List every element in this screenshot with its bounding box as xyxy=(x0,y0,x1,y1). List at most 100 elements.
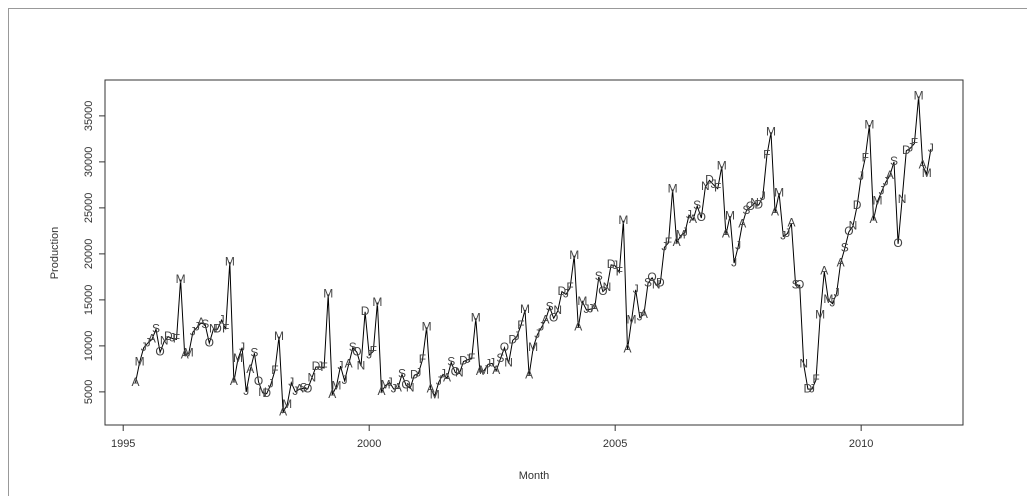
point-label: A xyxy=(837,255,845,269)
point-label: D xyxy=(410,367,419,381)
point-label: D xyxy=(508,333,517,347)
point-label: J xyxy=(387,375,393,389)
point-label: M xyxy=(815,308,825,322)
y-tick-label: 30000 xyxy=(83,147,95,178)
point-label: M xyxy=(569,248,579,262)
point-label: A xyxy=(230,374,238,388)
point-label: M xyxy=(577,294,587,308)
point-label: J xyxy=(415,366,421,380)
point-label: D xyxy=(902,143,911,157)
point-label: D xyxy=(705,172,714,186)
point-label: J xyxy=(317,359,323,373)
point-label: A xyxy=(673,235,681,249)
point-label: M xyxy=(135,355,145,369)
point-label: A xyxy=(295,381,303,395)
point-label: M xyxy=(627,312,637,326)
point-label: A xyxy=(427,381,435,395)
point-label: A xyxy=(328,387,336,401)
point-label: A xyxy=(591,300,599,314)
point-label: M xyxy=(823,292,833,306)
point-label: N xyxy=(406,380,415,394)
point-label: A xyxy=(394,380,402,394)
point-label: N xyxy=(553,303,562,317)
point-label: J xyxy=(338,358,344,372)
point-label: F xyxy=(370,344,377,358)
point-label: F xyxy=(714,181,721,195)
point-label: J xyxy=(145,335,151,349)
point-label: O xyxy=(401,378,410,392)
point-label: A xyxy=(197,315,205,329)
point-label: D xyxy=(607,257,616,271)
point-label: O xyxy=(451,365,460,379)
point-label: J xyxy=(784,226,790,240)
point-label: M xyxy=(323,287,333,301)
point-label: F xyxy=(665,235,672,249)
point-label: M xyxy=(225,254,235,268)
x-tick-label: 2010 xyxy=(849,438,873,450)
point-label: S xyxy=(398,367,406,381)
point-label: J xyxy=(633,282,639,296)
point-label: M xyxy=(520,302,530,316)
point-label: N xyxy=(799,356,808,370)
point-label: N xyxy=(603,280,612,294)
point-label: N xyxy=(750,195,759,209)
point-label: J xyxy=(879,183,885,197)
point-label: O xyxy=(500,340,509,354)
point-label: J xyxy=(169,331,175,345)
point-label: J xyxy=(735,239,741,253)
plot-box xyxy=(104,79,964,426)
point-label: A xyxy=(886,168,894,182)
x-tick-label: 2000 xyxy=(357,438,381,450)
point-label: J xyxy=(612,258,618,272)
point-label: S xyxy=(152,321,160,335)
point-label: F xyxy=(566,280,573,294)
point-label: A xyxy=(689,212,697,226)
point-label: M xyxy=(914,89,924,103)
point-label: O xyxy=(205,335,214,349)
point-label: F xyxy=(419,352,426,366)
point-label: D xyxy=(213,321,222,335)
frame xyxy=(8,8,1027,496)
point-label: J xyxy=(583,302,589,316)
point-label: D xyxy=(853,198,862,212)
point-label: F xyxy=(517,318,524,332)
point-label: O xyxy=(598,284,607,298)
point-label: S xyxy=(792,277,800,291)
x-tick-label: 1995 xyxy=(111,438,135,450)
point-label: N xyxy=(849,218,858,232)
point-label: A xyxy=(246,362,254,376)
point-label: J xyxy=(243,384,249,398)
point-label: A xyxy=(722,227,730,241)
point-label: S xyxy=(250,345,258,359)
point-label: M xyxy=(922,166,932,180)
point-label: S xyxy=(546,299,554,313)
point-label: O xyxy=(647,270,656,284)
point-label: J xyxy=(366,347,372,361)
point-label: N xyxy=(898,192,907,206)
point-label: D xyxy=(656,275,665,289)
point-label: A xyxy=(623,342,631,356)
point-label: O xyxy=(254,374,263,388)
point-label: J xyxy=(834,286,840,300)
point-label: F xyxy=(468,351,475,365)
point-label: N xyxy=(209,321,218,335)
point-label: A xyxy=(738,217,746,231)
point-label: M xyxy=(331,379,341,393)
point-label: J xyxy=(288,375,294,389)
point-label: O xyxy=(155,344,164,358)
point-label: A xyxy=(869,212,877,226)
point-label: D xyxy=(262,386,271,400)
point-label: F xyxy=(616,264,623,278)
point-label: N xyxy=(652,277,661,291)
point-label: J xyxy=(141,340,147,354)
point-label: J xyxy=(190,324,196,338)
point-label: M xyxy=(774,185,784,199)
point-label: O xyxy=(352,344,361,358)
point-label: J xyxy=(194,320,200,334)
point-label: A xyxy=(525,367,533,381)
point-label: D xyxy=(361,304,370,318)
point-label: S xyxy=(349,340,357,354)
point-label: N xyxy=(357,358,366,372)
point-label: J xyxy=(760,189,766,203)
point-label: M xyxy=(422,320,432,334)
